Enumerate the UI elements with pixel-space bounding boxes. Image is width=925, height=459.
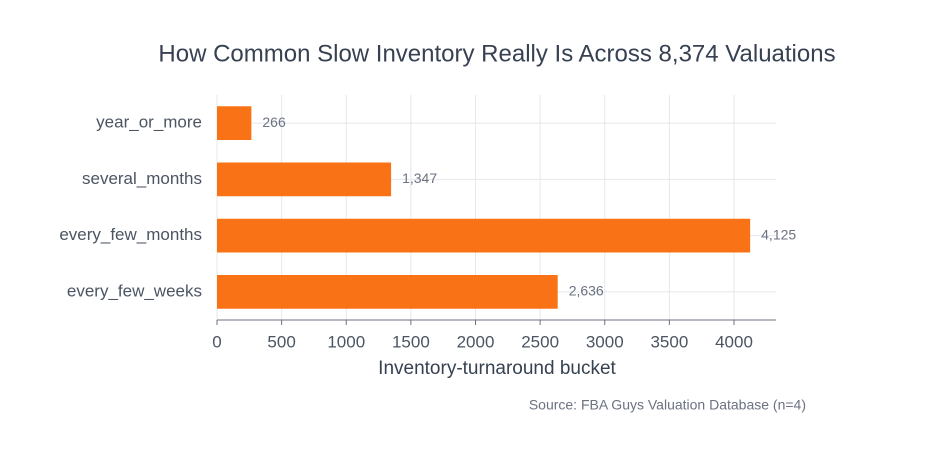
- x-tick-label: 3000: [586, 332, 624, 351]
- bar: [217, 106, 252, 140]
- x-tick-label: 4000: [715, 332, 753, 351]
- y-tick-label: every_few_weeks: [67, 281, 202, 300]
- x-tick-label: 0: [212, 332, 221, 351]
- value-label: 2,636: [569, 283, 604, 299]
- bar: [217, 218, 751, 253]
- bar: [217, 275, 558, 309]
- value-label: 4,125: [761, 226, 796, 242]
- x-tick-label: 1000: [327, 332, 365, 351]
- y-tick-label: several_months: [82, 169, 202, 188]
- y-tick-label: every_few_months: [59, 225, 202, 244]
- x-tick-label: 2000: [457, 332, 495, 351]
- y-tick-label: year_or_more: [96, 113, 202, 132]
- x-tick-label: 1500: [392, 332, 430, 351]
- x-axis-title: Inventory-turnaround bucket: [378, 358, 616, 379]
- x-tick-label: 3500: [650, 332, 688, 351]
- bar: [217, 162, 392, 197]
- value-label: 266: [262, 114, 286, 130]
- x-tick-label: 500: [267, 332, 295, 351]
- x-tick-label: 2500: [521, 332, 559, 351]
- chart-title: How Common Slow Inventory Really Is Acro…: [158, 40, 835, 67]
- value-label: 1,347: [402, 170, 437, 186]
- source-note: Source: FBA Guys Valuation Database (n=4…: [529, 397, 806, 413]
